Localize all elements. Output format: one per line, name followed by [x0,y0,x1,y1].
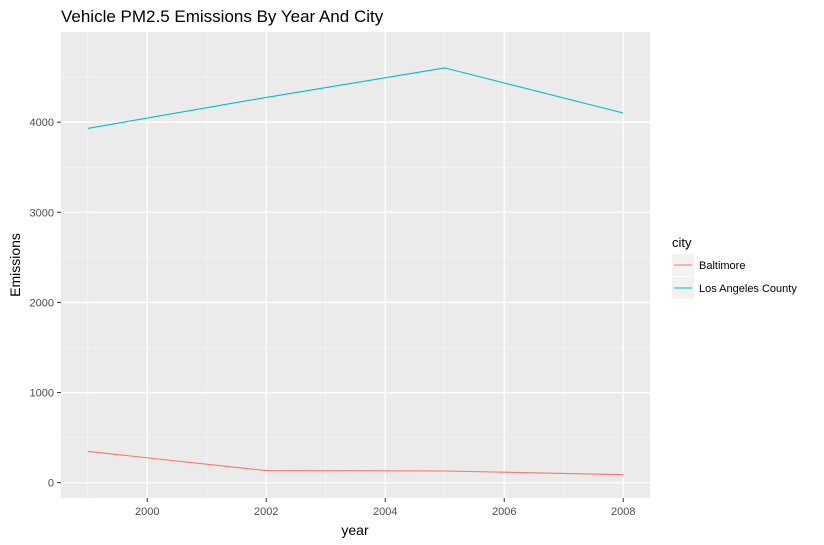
x-tick-label: 2004 [373,506,397,518]
x-tick-label: 2008 [611,506,635,518]
legend-title: city [672,235,692,250]
chart-title: Vehicle PM2.5 Emissions By Year And City [61,7,384,26]
x-tick-label: 2002 [254,506,278,518]
y-tick-label: 0 [48,478,54,490]
x-axis-title: year [341,522,369,538]
y-tick-label: 4000 [30,117,54,129]
x-tick-label: 2000 [135,506,159,518]
grid-major [61,32,650,498]
series-lines [87,67,624,476]
legend-label-baltimore: Baltimore [699,260,745,272]
y-axis-title: Emissions [7,233,23,297]
y-tick-label: 2000 [30,297,54,309]
y-tick-label: 3000 [30,207,54,219]
series-line-baltimore [87,450,624,476]
legend: city Baltimore Los Angeles County [672,235,797,299]
series-line-los-angeles-county [87,67,624,129]
x-tick-label: 2006 [492,506,516,518]
grid-minor [61,32,650,498]
plot-panel [61,32,650,498]
y-tick-label: 1000 [30,388,54,400]
x-axis-ticks: 2000 2002 2004 2006 2008 [135,498,635,518]
legend-label-los-angeles-county: Los Angeles County [699,283,797,295]
y-axis-ticks: 0 1000 2000 3000 4000 [30,117,61,490]
